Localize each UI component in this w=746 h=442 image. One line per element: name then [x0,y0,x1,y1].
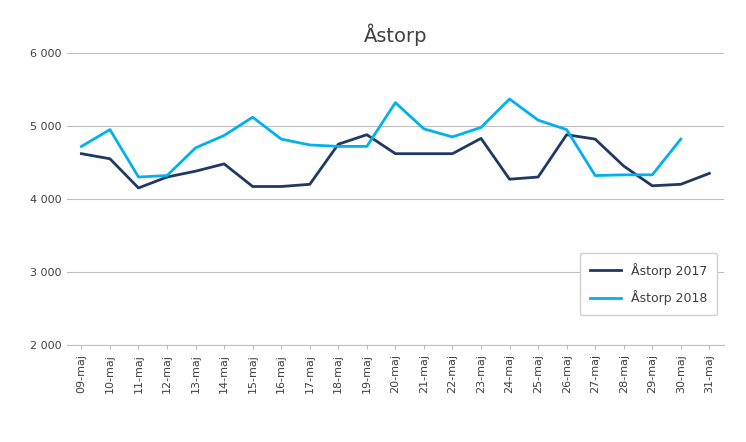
Åstorp 2017 [363,132,372,137]
Åstorp 2017 [419,151,428,156]
Åstorp 2017 [619,164,628,169]
Åstorp 2017 [391,151,400,156]
Åstorp 2018 [305,142,314,148]
Åstorp 2018 [219,133,228,138]
Åstorp 2017 [163,174,172,179]
Åstorp 2018 [277,137,286,142]
Åstorp 2018 [77,144,86,149]
Åstorp 2018 [163,173,172,178]
Åstorp 2017 [219,161,228,167]
Åstorp 2018 [191,145,200,150]
Åstorp 2018 [505,96,514,102]
Åstorp 2017 [105,156,114,161]
Åstorp 2017 [248,184,257,189]
Åstorp 2017 [277,184,286,189]
Åstorp 2018 [363,144,372,149]
Åstorp 2018 [477,125,486,130]
Åstorp 2017 [77,151,86,156]
Åstorp 2018 [448,134,457,140]
Åstorp 2018 [619,172,628,178]
Åstorp 2017 [562,132,571,137]
Line: Åstorp 2018: Åstorp 2018 [81,99,681,177]
Åstorp 2017 [333,141,342,147]
Åstorp 2017 [134,185,143,191]
Åstorp 2017 [305,182,314,187]
Åstorp 2017 [677,182,686,187]
Åstorp 2017 [705,171,714,176]
Åstorp 2017 [591,137,600,142]
Åstorp 2017 [533,174,542,179]
Åstorp 2017 [505,176,514,182]
Åstorp 2018 [391,100,400,105]
Åstorp 2018 [562,127,571,132]
Åstorp 2018 [248,114,257,120]
Åstorp 2017 [448,151,457,156]
Åstorp 2017 [477,136,486,141]
Åstorp 2018 [591,173,600,178]
Åstorp 2018 [419,126,428,132]
Title: Åstorp: Åstorp [363,23,427,46]
Åstorp 2018 [677,137,686,142]
Åstorp 2018 [105,127,114,132]
Åstorp 2018 [648,172,656,178]
Åstorp 2018 [533,118,542,123]
Åstorp 2017 [648,183,656,188]
Åstorp 2018 [134,174,143,179]
Åstorp 2018 [333,144,342,149]
Åstorp 2017 [191,168,200,174]
Legend: Åstorp 2017, Åstorp 2018: Åstorp 2017, Åstorp 2018 [580,253,718,315]
Line: Åstorp 2017: Åstorp 2017 [81,135,709,188]
